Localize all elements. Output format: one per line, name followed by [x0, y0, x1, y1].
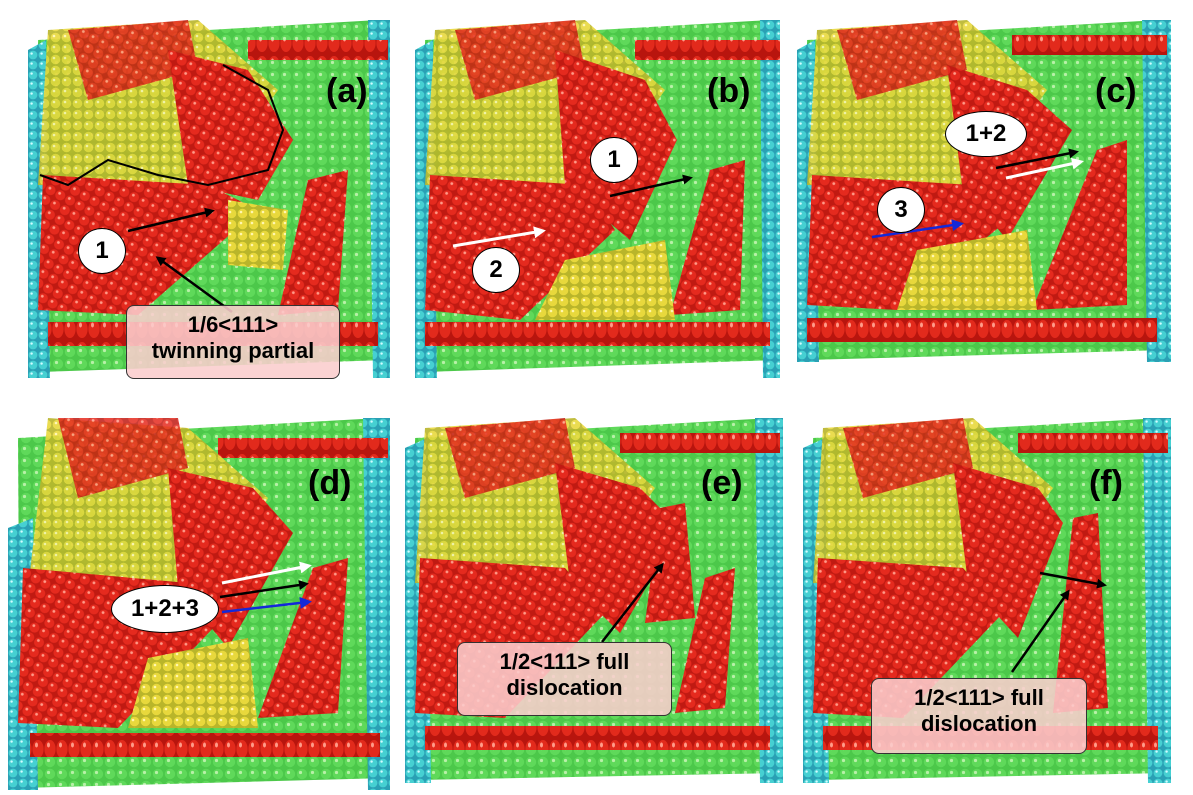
atom-image-c [797, 20, 1171, 362]
panel-label-f: (f) [1089, 464, 1123, 502]
bubble-d-1plus2plus3: 1+2+3 [111, 585, 219, 633]
note-f: 1/2<111> full dislocation [871, 678, 1087, 754]
note-e-line1: 1/2<111> full [499, 649, 630, 674]
panel-label-e: (e) [701, 464, 743, 502]
panel-d: (d) [8, 408, 390, 790]
note-a: 1/6<111> twinning partial [126, 305, 340, 379]
note-a-line2: twinning partial [151, 338, 315, 363]
note-f-line2: dislocation [920, 711, 1038, 736]
panel-label-c: (c) [1095, 72, 1137, 110]
note-a-line1: 1/6<111> [187, 312, 279, 337]
bubble-c-1plus2: 1+2 [945, 111, 1027, 157]
note-e: 1/2<111> full dislocation [457, 642, 672, 716]
bubble-a-1: 1 [78, 228, 126, 274]
panel-e: (e) [405, 408, 783, 783]
atom-image-b [415, 20, 780, 378]
note-e-line2: dislocation [506, 675, 623, 700]
panel-label-a: (a) [326, 72, 368, 110]
bubble-b-2: 2 [472, 247, 520, 293]
bubble-c-3: 3 [877, 187, 925, 233]
panel-label-d: (d) [308, 464, 352, 502]
note-f-line1: 1/2<111> full [914, 685, 1044, 710]
panel-c: (c) [797, 10, 1171, 362]
panel-b: (b) [415, 10, 780, 378]
panel-label-b: (b) [707, 72, 751, 110]
bubble-b-1: 1 [590, 137, 638, 183]
